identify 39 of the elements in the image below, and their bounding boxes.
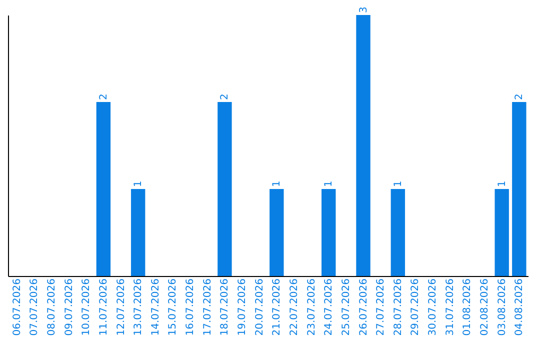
- x-tick-label: 16.07.2026: [185, 278, 196, 336]
- x-tick-label: 09.07.2026: [64, 278, 75, 336]
- x-tick-label: 26.07.2026: [358, 278, 370, 336]
- data-label: 1: [496, 180, 508, 187]
- x-tick-label: 04.08.2026: [514, 278, 526, 336]
- x-tick-label: 27.07.2026: [376, 278, 387, 336]
- data-label: 2: [98, 94, 110, 100]
- x-tick-label: 08.07.2026: [46, 278, 58, 336]
- x-tick-label: 23.07.2026: [306, 278, 318, 336]
- x-tick-label: 19.07.2026: [237, 278, 248, 336]
- x-tick-label: 31.07.2026: [444, 278, 456, 336]
- x-tick-label: 14.07.2026: [150, 278, 162, 336]
- x-tick-label: 01.08.2026: [462, 278, 474, 336]
- x-tick-label: 18.07.2026: [220, 278, 231, 336]
- x-tick-label: 03.08.2026: [496, 278, 508, 336]
- x-tick-label: 25.07.2026: [340, 278, 352, 336]
- x-tick-label: 13.07.2026: [133, 278, 144, 336]
- x-tick-label: 11.07.2026: [98, 278, 110, 336]
- x-tick-label: 24.07.2026: [324, 278, 335, 336]
- x-tick-label: 22.07.2026: [288, 278, 300, 336]
- x-tick-label: 12.07.2026: [116, 278, 127, 336]
- data-label: 1: [272, 180, 283, 187]
- data-label: 1: [392, 180, 404, 187]
- x-tick-label: 28.07.2026: [392, 278, 404, 336]
- data-label: 2: [220, 94, 231, 100]
- data-label: 3: [358, 6, 370, 13]
- x-tick-label: 20.07.2026: [254, 278, 266, 336]
- data-label: 1: [133, 180, 144, 187]
- x-tick-label: 10.07.2026: [81, 278, 92, 336]
- x-tick-label: 06.07.2026: [12, 278, 23, 336]
- x-tick-label: 21.07.2026: [272, 278, 283, 336]
- x-tick-label: 30.07.2026: [428, 278, 439, 336]
- x-tick-label: 15.07.2026: [168, 278, 179, 336]
- x-tick-label: 07.07.2026: [29, 278, 40, 336]
- x-tick-label: 29.07.2026: [410, 278, 422, 336]
- data-label: 2: [514, 94, 526, 100]
- data-label: 1: [324, 180, 335, 187]
- x-tick-label: 17.07.2026: [202, 278, 214, 336]
- x-tick-label: 02.08.2026: [480, 278, 491, 336]
